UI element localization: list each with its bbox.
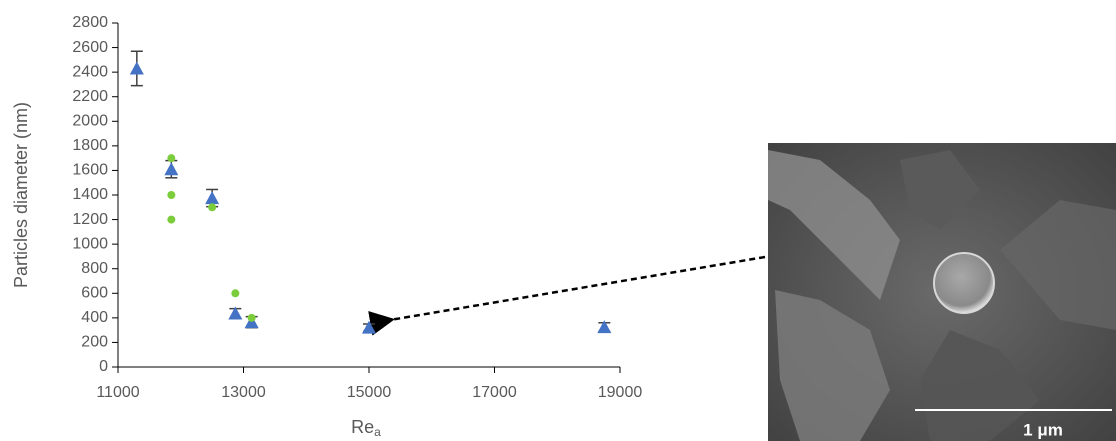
- dot-marker: [248, 314, 256, 322]
- x-axis-title-sub: a: [374, 425, 381, 439]
- dot-marker: [208, 203, 216, 211]
- dot-marker: [167, 191, 175, 199]
- x-tick-label: 11000: [96, 384, 139, 401]
- x-tick-label: 15000: [347, 384, 392, 401]
- triangle-marker: [164, 162, 178, 175]
- dot-marker: [167, 154, 175, 162]
- y-tick-label: 2800: [72, 14, 108, 31]
- y-tick-label: 2000: [72, 113, 108, 130]
- dot-marker: [231, 289, 239, 297]
- y-tick-label: 1600: [72, 162, 108, 179]
- y-tick-label: 1400: [72, 186, 108, 203]
- y-tick-label: 600: [81, 285, 108, 302]
- x-tick-label: 19000: [598, 384, 643, 401]
- y-tick-label: 2200: [72, 88, 108, 105]
- y-tick-label: 2600: [72, 39, 108, 56]
- y-tick-label: 0: [99, 358, 108, 375]
- sem-image: 1 μm: [768, 143, 1116, 441]
- dot-marker: [167, 216, 175, 224]
- triangle-marker: [205, 191, 219, 204]
- x-axis-title: Rea: [351, 417, 381, 439]
- x-tick-label: 13000: [221, 384, 266, 401]
- y-tick-label: 400: [81, 309, 108, 326]
- y-tick-label: 200: [81, 334, 108, 351]
- y-tick-label: 1800: [72, 137, 108, 154]
- x-axis-title-main: Re: [351, 417, 374, 437]
- y-tick-label: 1200: [72, 211, 108, 228]
- page: 1 μm Particles diameter (nm) Rea 0 200 400…: [0, 0, 1116, 441]
- triangle-marker: [362, 321, 376, 334]
- triangle-marker: [130, 61, 144, 74]
- y-tick-label: 1000: [72, 235, 108, 252]
- scale-bar-label: 1 μm: [1023, 420, 1063, 439]
- y-tick-label: 800: [81, 260, 108, 277]
- arrow: [390, 257, 765, 320]
- x-tick-label: 17000: [472, 384, 517, 401]
- y-axis-title: Particles diameter (nm): [11, 102, 31, 288]
- y-tick-label: 2400: [72, 63, 108, 80]
